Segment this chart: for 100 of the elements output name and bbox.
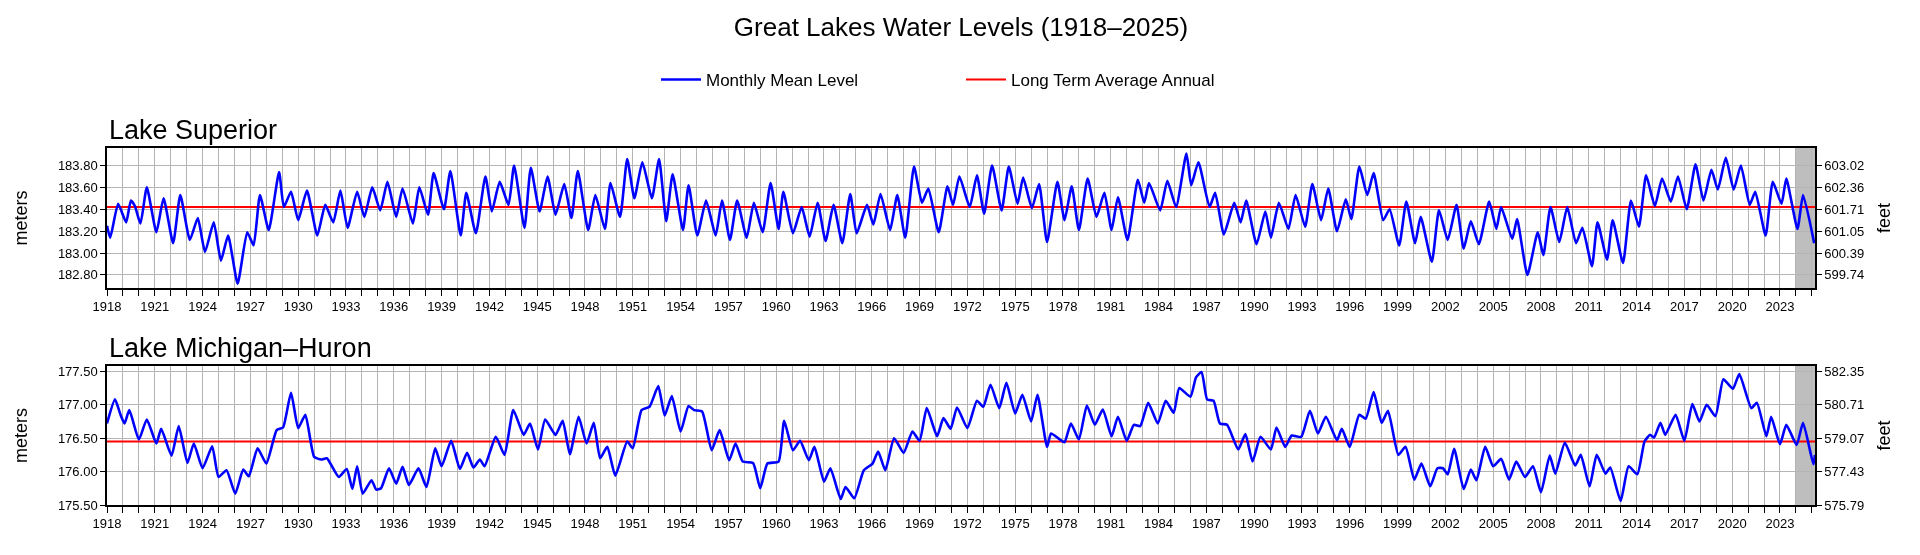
y2-tick-label: 575.79: [1824, 497, 1865, 513]
x-tick-label: 1927: [235, 299, 265, 315]
y2-axis-title: feet: [1873, 420, 1894, 451]
y-tick-label: 183.60: [57, 179, 98, 195]
y-tick-label: 183.00: [57, 245, 98, 261]
x-tick-label: 1987: [1191, 299, 1221, 315]
x-tick-label: 2002: [1430, 299, 1460, 315]
y-tick-label: 177.50: [57, 363, 98, 379]
x-tick-label: 1984: [1144, 299, 1174, 315]
y2-tick-label: 599.74: [1824, 267, 1865, 283]
line-series: [107, 370, 1815, 503]
x-tick-label: 1966: [857, 299, 887, 315]
x-tick-label: 1948: [570, 516, 600, 532]
y2-tick-label: 579.07: [1824, 430, 1865, 446]
x-tick-label: 1990: [1239, 516, 1269, 532]
x-tick-label: 1972: [952, 516, 982, 532]
x-tick-label: 1918: [92, 299, 122, 315]
x-tick-label: 2008: [1526, 299, 1556, 315]
x-tick-label: 2017: [1669, 299, 1699, 315]
x-tick-label: 1960: [761, 516, 791, 532]
x-tick-label: 1993: [1287, 516, 1317, 532]
x-tick-label: 1939: [427, 299, 457, 315]
x-tick-label: 1966: [857, 516, 887, 532]
x-tick-label: 1978: [1048, 516, 1078, 532]
x-tick-label: 1993: [1287, 299, 1317, 315]
y-tick-label: 183.80: [57, 158, 98, 174]
y-axis-title: meters: [10, 407, 31, 464]
x-tick-label: 1918: [92, 516, 122, 532]
x-tick-label: 1960: [761, 299, 791, 315]
x-tick-label: 1933: [331, 299, 361, 315]
y2-tick-label: 601.05: [1824, 223, 1865, 239]
y2-tick-label: 603.02: [1824, 157, 1865, 173]
x-tick-label: 1951: [618, 299, 648, 315]
x-tick-label: 2017: [1669, 516, 1699, 532]
x-tick-label: 1954: [666, 299, 696, 315]
x-tick-label: 1969: [905, 299, 935, 315]
x-tick-label: 1927: [235, 516, 265, 532]
y2-tick-label: 602.36: [1824, 179, 1865, 195]
x-tick-label: 2005: [1478, 299, 1508, 315]
x-tick-label: 1945: [522, 299, 552, 315]
x-tick-label: 1942: [474, 299, 504, 315]
legend-label: Long Term Average Annual: [1011, 71, 1215, 91]
chart-title: Lake Michigan–Huron: [109, 333, 372, 363]
y-tick-label: 176.50: [57, 430, 98, 446]
x-tick-label: 1939: [427, 516, 457, 532]
x-tick-label: 1981: [1096, 299, 1126, 315]
x-tick-label: 1930: [283, 299, 313, 315]
x-tick-label: 1930: [283, 516, 313, 532]
x-tick-label: 1924: [188, 516, 218, 532]
x-tick-label: 1972: [952, 299, 982, 315]
y-tick-label: 176.00: [57, 464, 98, 480]
x-tick-label: 2002: [1430, 516, 1460, 532]
y2-tick-label: 577.43: [1824, 464, 1865, 480]
x-tick-label: 1921: [140, 299, 170, 315]
legend-label: Monthly Mean Level: [706, 71, 859, 91]
x-tick-label: 1954: [666, 516, 696, 532]
x-tick-label: 1978: [1048, 299, 1078, 315]
x-tick-label: 1924: [188, 299, 218, 315]
y-tick-label: 183.20: [57, 223, 98, 239]
y-tick-label: 183.40: [57, 201, 98, 217]
x-tick-label: 1936: [379, 299, 409, 315]
x-tick-label: 1987: [1191, 516, 1221, 532]
chart-subtitle: Lake Superior: [109, 115, 278, 145]
x-tick-label: 2023: [1765, 516, 1795, 532]
x-tick-label: 1957: [713, 299, 743, 315]
chart-title: Great Lakes Water Levels (1918–2025): [733, 12, 1189, 43]
x-tick-label: 2023: [1765, 299, 1795, 315]
y2-tick-label: 601.71: [1824, 201, 1865, 217]
x-tick-label: 1948: [570, 299, 600, 315]
x-tick-label: 2011: [1574, 516, 1603, 532]
y2-tick-label: 582.35: [1824, 363, 1865, 379]
x-tick-label: 1999: [1383, 299, 1413, 315]
x-tick-label: 2014: [1622, 516, 1652, 532]
y2-tick-label: 580.71: [1824, 397, 1865, 413]
x-tick-label: 2011: [1574, 299, 1603, 315]
x-tick-label: 1999: [1383, 516, 1413, 532]
x-tick-label: 2020: [1717, 299, 1747, 315]
x-tick-label: 1951: [618, 516, 648, 532]
x-tick-label: 2008: [1526, 516, 1556, 532]
x-tick-label: 1942: [474, 516, 504, 532]
x-tick-label: 1996: [1335, 299, 1365, 315]
x-tick-label: 1996: [1335, 516, 1365, 532]
x-tick-label: 1963: [809, 299, 839, 315]
x-tick-label: 2014: [1622, 299, 1652, 315]
x-tick-label: 1975: [1000, 516, 1030, 532]
x-tick-label: 1963: [809, 516, 839, 532]
x-tick-label: 1936: [379, 516, 409, 532]
line-series: [107, 152, 1815, 285]
x-tick-label: 2020: [1717, 516, 1747, 532]
x-tick-label: 1990: [1239, 299, 1269, 315]
y-axis-title: meters: [10, 190, 31, 246]
y2-axis-title: feet: [1873, 202, 1894, 234]
y-tick-label: 175.50: [57, 497, 98, 513]
x-tick-label: 1981: [1096, 516, 1126, 532]
x-tick-label: 1984: [1144, 516, 1174, 532]
y2-tick-label: 600.39: [1824, 245, 1865, 261]
x-tick-label: 1969: [905, 516, 935, 532]
x-tick-label: 1975: [1000, 299, 1030, 315]
y-tick-label: 177.00: [57, 397, 98, 413]
x-tick-label: 1957: [713, 516, 743, 532]
